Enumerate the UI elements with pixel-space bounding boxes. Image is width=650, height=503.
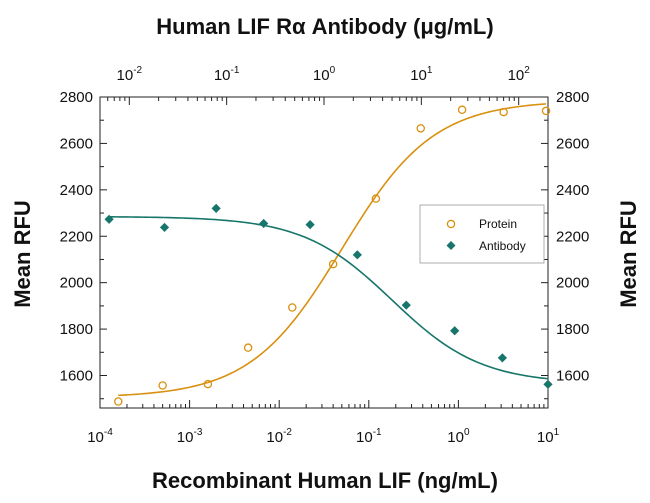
x-bottom-tick-label: 10-2 xyxy=(266,427,292,446)
data-point-antibody xyxy=(305,220,315,230)
data-point-antibody xyxy=(211,203,221,214)
y-tick-label-left: 1600 xyxy=(60,368,93,385)
legend-antibody-label: Antibody xyxy=(479,239,526,253)
ticks-layer: 1600 1600 1800 1800 2000 2000 2200 2200 2400 2400… xyxy=(60,65,590,446)
data-point-antibody xyxy=(104,214,114,224)
data-point-protein xyxy=(243,343,253,352)
legend-protein-marker xyxy=(446,219,456,229)
x-bottom-tick-label: 10-3 xyxy=(177,427,203,446)
left-axis-title: Mean RFU xyxy=(10,200,35,308)
y-tick-label-right: 2000 xyxy=(556,275,589,292)
y-tick-label-right: 2400 xyxy=(556,182,589,199)
data-point-antibody xyxy=(159,222,170,233)
fit-curve-protein xyxy=(118,103,547,397)
y-tick-label-left: 2400 xyxy=(60,182,93,199)
data-point-protein xyxy=(203,379,213,389)
data-point-protein xyxy=(288,303,297,312)
x-bottom-tick-label: 100 xyxy=(447,427,470,446)
x-bottom-tick-label: 10-4 xyxy=(87,427,113,446)
x-top-tick-label: 102 xyxy=(508,65,531,84)
data-point-protein xyxy=(371,194,381,203)
legend-protein-label: Protein xyxy=(479,217,517,231)
x-top-tick-label: 10-2 xyxy=(117,65,143,84)
x-bottom-tick-label: 101 xyxy=(537,427,560,446)
data-point-antibody xyxy=(259,218,269,229)
y-tick-label-right: 2800 xyxy=(556,89,589,106)
legend-box xyxy=(419,204,545,264)
bottom-axis-title: Recombinant Human LIF (ng/mL) xyxy=(152,468,498,493)
y-tick-label-right: 1600 xyxy=(556,368,589,385)
y-tick-label-left: 2800 xyxy=(60,89,93,106)
data-point-protein xyxy=(499,107,508,117)
data-point-protein xyxy=(328,259,338,269)
data-point-protein xyxy=(114,397,123,406)
data-point-antibody xyxy=(497,353,507,363)
y-tick-label-left: 2600 xyxy=(60,135,93,152)
data-points-layer xyxy=(104,105,553,406)
data-point-antibody xyxy=(401,300,411,310)
data-point-antibody xyxy=(543,379,553,389)
fit-curve-antibody xyxy=(109,216,549,380)
y-tick-label-right: 2600 xyxy=(556,135,589,152)
legend-antibody-marker xyxy=(446,241,456,250)
y-tick-label-right: 1800 xyxy=(556,321,589,338)
y-tick-label-left: 1800 xyxy=(60,321,93,338)
data-point-protein xyxy=(158,381,167,390)
data-point-antibody xyxy=(450,326,460,336)
x-top-tick-label: 10-1 xyxy=(214,65,240,84)
data-point-protein xyxy=(457,105,467,115)
data-point-antibody xyxy=(352,250,362,260)
y-tick-label-left: 2200 xyxy=(60,228,93,245)
data-point-protein xyxy=(541,106,551,116)
fit-curves-layer xyxy=(109,103,549,397)
x-top-tick-label: 101 xyxy=(410,65,433,84)
legend: Protein Antibody xyxy=(419,204,545,264)
x-top-tick-label: 100 xyxy=(313,65,336,84)
y-tick-label-left: 2000 xyxy=(60,275,93,292)
data-point-protein xyxy=(416,124,425,133)
x-bottom-tick-label: 10-1 xyxy=(356,427,382,446)
right-axis-title: Mean RFU xyxy=(616,200,641,308)
top-axis-title: Human LIF Rα Antibody (μg/mL) xyxy=(156,14,493,39)
y-tick-label-right: 2200 xyxy=(556,228,589,245)
